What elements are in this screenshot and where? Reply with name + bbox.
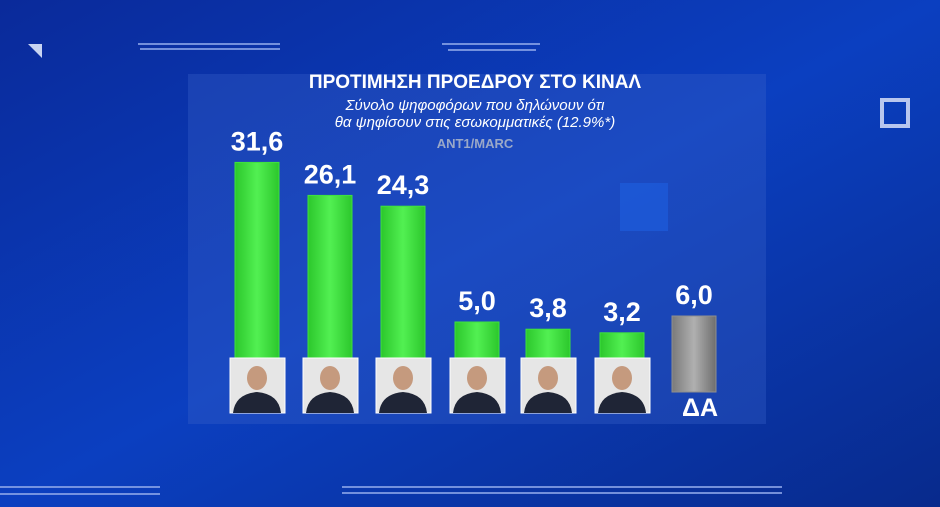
chart-title: ΠΡΟΤΙΜΗΣΗ ΠΡΟΕΔΡΟΥ ΣΤΟ ΚΙΝΑΛ bbox=[309, 72, 642, 93]
photo-head bbox=[393, 366, 413, 390]
photo-body bbox=[598, 392, 646, 413]
value-label: 24,3 bbox=[377, 170, 430, 200]
subtitle: θα ψηφίσουν στις εσωκομματικές (12.9%*) bbox=[335, 114, 615, 131]
bar bbox=[234, 161, 280, 393]
photo-body bbox=[306, 392, 354, 413]
photo-body bbox=[453, 392, 501, 413]
value-label: 3,2 bbox=[603, 297, 641, 327]
photo-body bbox=[233, 392, 281, 413]
deco bbox=[620, 183, 668, 231]
photo-body bbox=[379, 392, 427, 413]
value-label: 5,0 bbox=[458, 286, 496, 316]
photo-head bbox=[538, 366, 558, 390]
deco bbox=[880, 98, 910, 128]
photo-head bbox=[467, 366, 487, 390]
source: ANT1/MARC bbox=[437, 136, 514, 151]
value-label: 26,1 bbox=[304, 159, 357, 189]
photo-head bbox=[612, 366, 632, 390]
deco-lines bbox=[0, 43, 782, 495]
bar bbox=[671, 315, 717, 393]
x-tick-label: ΔΑ bbox=[682, 394, 718, 422]
subtitle: Σύνολο ψηφοφόρων που δηλώνουν ότι bbox=[344, 97, 605, 114]
deco bbox=[28, 44, 42, 58]
value-label: 3,8 bbox=[529, 293, 567, 323]
photo-head bbox=[247, 366, 267, 390]
photo-body bbox=[524, 392, 572, 413]
value-label: 31,6 bbox=[231, 126, 284, 156]
value-label: 6,0 bbox=[675, 280, 713, 310]
photo-head bbox=[320, 366, 340, 390]
